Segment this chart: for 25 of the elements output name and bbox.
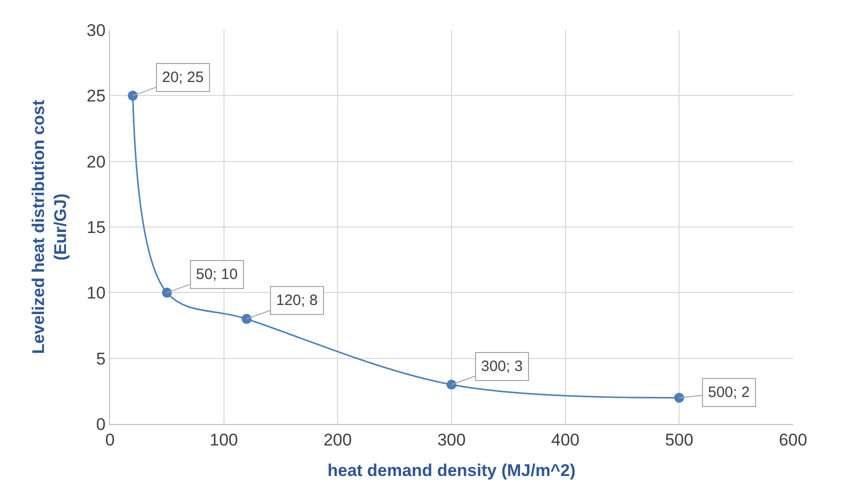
y-axis-title: Levelized heat distribution cost (Eur/GJ) — [29, 100, 70, 354]
data-label: 500; 2 — [708, 384, 750, 401]
x-axis-title: heat demand density (MJ/m^2) — [328, 460, 576, 480]
point — [128, 90, 138, 101]
data-label: 300; 3 — [481, 358, 523, 375]
point — [674, 392, 684, 403]
y-tick-label: 30 — [86, 20, 106, 40]
x-tick-label: 300 — [437, 430, 466, 450]
x-tick-label: 500 — [664, 430, 694, 450]
y-tick-label: 20 — [86, 152, 106, 172]
point — [162, 288, 172, 298]
y-tick-label: 5 — [96, 349, 106, 368]
y-tick-label: 0 — [96, 414, 106, 434]
point — [446, 380, 456, 390]
x-tick-label: 600 — [778, 430, 808, 450]
data-label: 20; 25 — [162, 69, 204, 86]
point — [242, 314, 252, 324]
x-tick-label: 200 — [323, 430, 352, 450]
y-tick-label: 15 — [86, 218, 106, 237]
x-tick-label: 400 — [551, 430, 580, 450]
x-tick-label: 100 — [210, 430, 238, 450]
data-label: 120; 8 — [276, 292, 318, 309]
data-label: 50; 10 — [196, 266, 238, 283]
y-tick-label: 25 — [86, 86, 106, 106]
y-tick-label: 10 — [86, 284, 106, 303]
